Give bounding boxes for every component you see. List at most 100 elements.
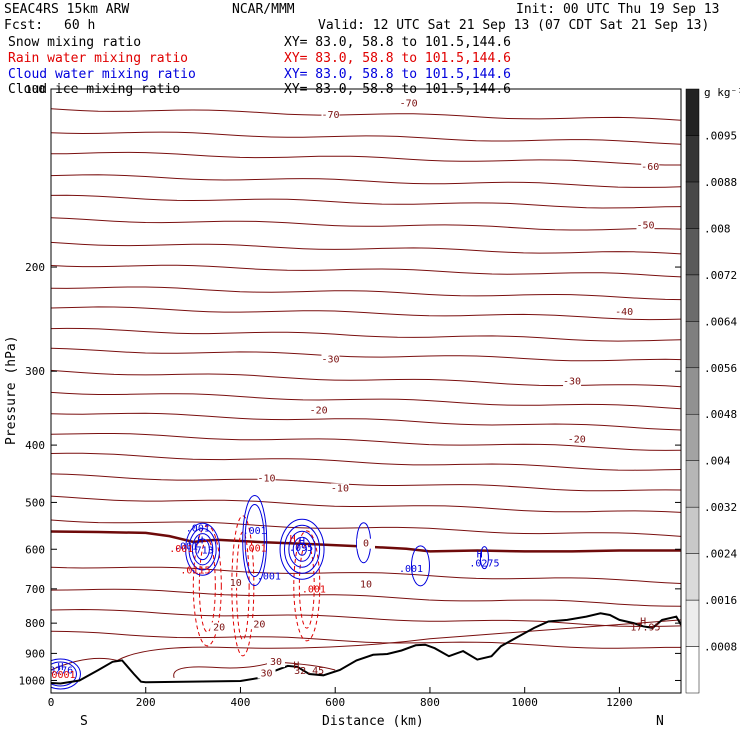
isotherm-label: 0 [363,539,369,550]
plot-area: -70 -70 -60 -50 -40 -30 -30 -20 -20 -10 -10 0 10 10 20… [45,98,681,690]
field-name-cloud-water: Cloud water mixing ratio [8,67,196,82]
isotherm-line [51,347,681,362]
isotherm-label-bg [210,622,229,633]
colorbar-swatch [685,321,700,369]
isotherm-line [51,433,681,451]
x-axis-label: Distance (km) [322,714,424,729]
x-tick-label: 400 [231,696,251,709]
fcst-value: 60 h [64,18,95,33]
cloud-water-label: .001 [186,524,210,535]
cloud-water-contour [185,522,221,576]
rain-contour [293,530,321,642]
cloud-water-contour [279,518,325,580]
cloud-water-contour [51,658,81,690]
isotherm-label-bg [250,619,269,630]
y-tick-label: 400 [25,439,45,452]
cloud-water-label: H [477,550,483,561]
rain-label: .0115 [180,565,210,576]
y-tick-label: 500 [25,496,45,509]
snow-label: 32.45 [294,666,324,677]
isotherm-label: 30 [270,657,282,668]
isotherm-label-bg [357,538,375,549]
model-name: SEAC4RS 15km ARW [4,2,129,17]
y-tick-label: 600 [25,543,45,556]
cloud-water-label: H [197,536,203,547]
cloud-water-contour [195,538,210,561]
isotherm-label: -30 [563,377,581,388]
cloud-water-contour [188,527,217,571]
field-name-snow: Snow mixing ratio [8,35,141,50]
cloud-water-contour [479,546,489,570]
colorbar-swatch [685,274,700,322]
isotherm-line [51,630,681,649]
isotherm-label-bg [563,376,582,387]
cloud-water-label: .001 [174,541,198,552]
isotherm-label-bg [330,483,349,494]
field-name-rain: Rain water mixing ratio [8,51,188,66]
cloud-water-contour [242,495,268,587]
isotherm-label-bg [321,354,340,365]
y-tick-label: 1000 [19,674,46,687]
rain-label: .001 [302,584,326,595]
isotherm-label-bg [399,98,418,109]
cloud-water-label: H [299,536,305,547]
field-xy-cloud-water: XY= 83.0, 58.8 to 101.5,144.6 [284,67,511,82]
isotherm-line [51,108,681,121]
rain-label: H [290,534,296,545]
y-tick-label: 800 [25,617,45,630]
snow-label: H [293,661,299,672]
isotherm-line [51,264,681,278]
plot-frame [50,88,682,694]
colorbar-swatch [685,228,700,276]
isotherm-label: -70 [400,98,418,109]
x-tick-label: 0 [48,696,55,709]
cloud-water-label: .001 [257,572,281,583]
colorbar-tick-label: .0008 [704,641,737,654]
cloud-water-label: .095 [289,543,313,554]
cloud-water-label: .0275 [469,559,499,570]
colorbar-tick-label: .0064 [704,315,737,328]
isotherm-line [51,519,681,537]
cloud-water-contour [292,536,312,562]
cloud-water-contour [288,530,316,568]
isotherm-label-bg [615,306,634,317]
isotherm-line [51,174,681,188]
isotherm-label-bg [226,577,245,588]
isotherm-line [51,391,681,410]
rain-label: .001 [243,543,267,554]
isotherm-label-bg [357,579,375,590]
colorbar-tick-label: .0088 [704,176,737,189]
y-tick-label: 900 [25,647,45,660]
isotherm-label: -60 [641,162,659,173]
isotherm-line [51,327,681,342]
isotherm-label-bg [267,657,285,668]
snow-label: H [640,617,646,628]
colorbar-swatch [685,135,700,183]
rain-label: .0001 [45,670,75,681]
cloud-water-contour [51,661,77,687]
cloud-water-contour [283,524,321,574]
colorbar-tick-label: .0024 [704,548,737,561]
x-endpoint-north: N [656,714,664,729]
isotherm-line [51,473,681,492]
isotherm-line [51,306,681,321]
rain-contour [198,539,216,633]
x-tick-label: 800 [420,696,440,709]
colorbar-tick-label: .0032 [704,501,737,514]
isotherm-line [51,566,681,584]
isotherm-label-bg [257,473,276,484]
x-tick-label: 1000 [511,696,538,709]
field-xy-snow: XY= 83.0, 58.8 to 101.5,144.6 [284,35,511,50]
cloud-water-label: .001 [243,526,267,537]
isotherm-label-bg [636,220,655,231]
valid-time: Valid: 12 UTC Sat 21 Sep 13 (07 CDT Sat … [318,18,709,33]
isotherm-label-bg [257,668,276,679]
isotherm-label: 10 [230,578,242,589]
isotherm-label: 30 [261,669,273,680]
isotherm-line [51,131,681,145]
rain-contour [192,525,222,647]
fcst-label: Fcst: [4,18,43,33]
colorbar-swatch [685,181,700,229]
x-tick-label: 1200 [606,696,633,709]
